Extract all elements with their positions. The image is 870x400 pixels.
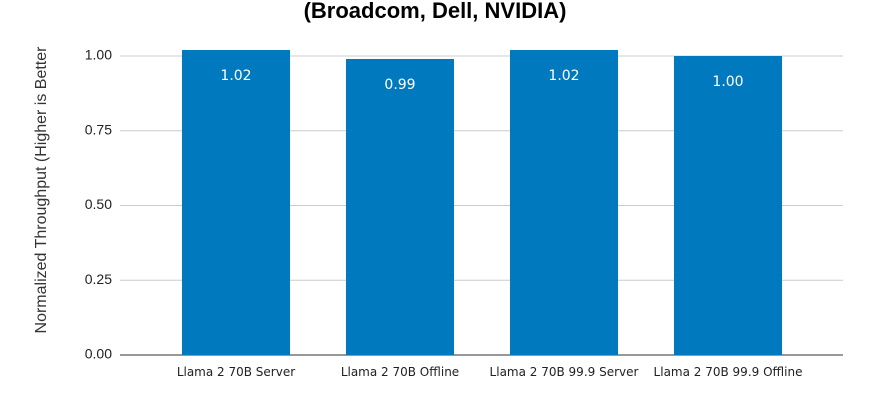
y-tick-label: 0.25 [85, 271, 112, 287]
x-tick-label: Llama 2 70B 99.9 Server [489, 365, 639, 379]
x-tick-label: Llama 2 70B Offline [340, 365, 460, 379]
y-tick-label: 0.00 [85, 346, 112, 362]
bar [510, 50, 618, 356]
value-label: 1.02 [548, 68, 579, 84]
y-tick-label: 0.50 [85, 196, 112, 212]
value-label: 1.00 [712, 74, 743, 90]
y-tick-label: 0.75 [85, 121, 112, 137]
bar [346, 58, 454, 356]
bar [674, 56, 782, 355]
chart-title: (Broadcom, Dell, NVIDIA) [304, 0, 567, 23]
x-tick-label: Llama 2 70B 99.9 Offline [653, 365, 803, 379]
x-tick-label: Llama 2 70B Server [176, 365, 296, 379]
y-axis-label: Normalized Throughput (Higher is Better [33, 46, 50, 334]
value-label: 0.99 [384, 77, 415, 93]
value-label: 1.02 [220, 68, 251, 84]
bar [182, 50, 290, 356]
y-tick-label: 1.00 [85, 47, 112, 63]
